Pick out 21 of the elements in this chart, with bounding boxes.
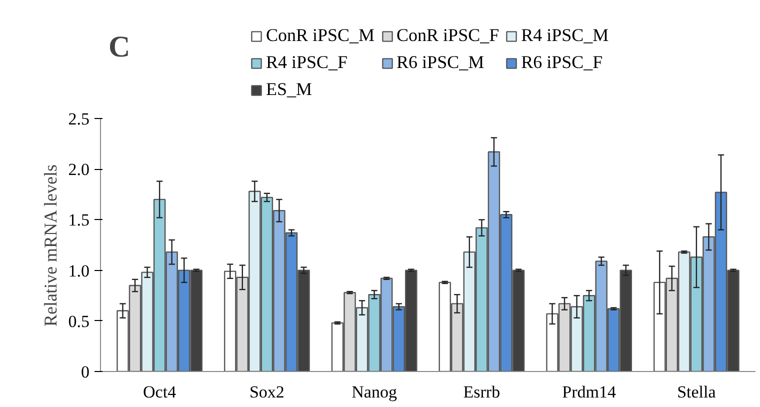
x-tick-label: Stella — [677, 382, 716, 402]
x-tick-label: Esrrb — [463, 382, 500, 402]
legend-label: R6 iPSC_F — [521, 52, 603, 73]
legend-label: ES_M — [266, 79, 312, 100]
legend-label: ConR iPSC_M — [266, 25, 375, 46]
y-tick-label: 2.5 — [68, 110, 90, 128]
x-tick-label: Sox2 — [249, 382, 284, 402]
text: C — [108, 30, 130, 64]
y-tick-label: 2.0 — [68, 160, 90, 180]
legend-label: R6 iPSC_M — [396, 52, 484, 73]
x-tick-label: Nanog — [352, 382, 398, 402]
y-tick-label: 0 — [81, 362, 90, 382]
legend-label: ConR iPSC_F — [396, 25, 500, 46]
x-tick-label: Oct4 — [143, 382, 177, 402]
y-tick-label: 1.0 — [68, 261, 90, 280]
y-axis-title: Relative mRNA levels — [40, 164, 60, 326]
y-tick-label: 1.5 — [68, 210, 90, 230]
legend-label: R4 iPSC_F — [266, 52, 348, 73]
y-tick-label: 0.5 — [68, 312, 90, 331]
x-tick-label: Prdm14 — [562, 382, 616, 402]
legend-label: R4 iPSC_M — [521, 25, 609, 46]
